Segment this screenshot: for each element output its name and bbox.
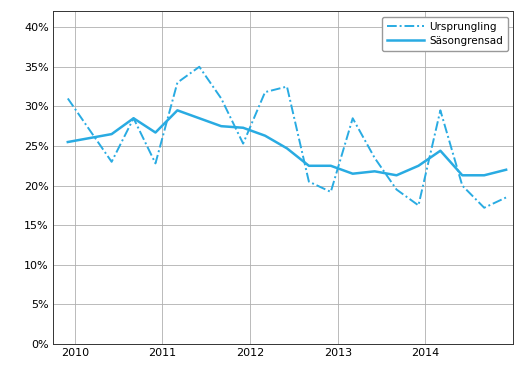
Ursprungling <box>174 81 180 85</box>
Ursprungling <box>481 206 487 210</box>
Säsongrensad <box>481 173 487 178</box>
Säsongrensad <box>415 164 422 168</box>
Ursprungling <box>152 161 159 166</box>
Legend: Ursprungling, Säsongrensad: Ursprungling, Säsongrensad <box>382 17 508 51</box>
Säsongrensad <box>65 140 71 144</box>
Säsongrensad <box>394 173 400 178</box>
Säsongrensad <box>459 173 466 178</box>
Ursprungling <box>350 116 356 121</box>
Ursprungling <box>327 190 334 194</box>
Säsongrensad <box>174 108 180 113</box>
Ursprungling <box>437 108 443 113</box>
Säsongrensad <box>437 149 443 153</box>
Säsongrensad <box>284 146 290 150</box>
Säsongrensad <box>350 172 356 176</box>
Säsongrensad <box>327 164 334 168</box>
Ursprungling <box>130 116 136 121</box>
Ursprungling <box>371 156 378 160</box>
Säsongrensad <box>130 116 136 121</box>
Säsongrensad <box>87 136 93 140</box>
Säsongrensad <box>152 130 159 135</box>
Ursprungling <box>459 183 466 188</box>
Ursprungling <box>218 96 224 101</box>
Line: Säsongrensad: Säsongrensad <box>68 110 506 175</box>
Ursprungling <box>196 65 203 69</box>
Säsongrensad <box>218 124 224 129</box>
Ursprungling <box>65 96 71 101</box>
Ursprungling <box>394 187 400 192</box>
Ursprungling <box>108 160 115 164</box>
Säsongrensad <box>371 169 378 174</box>
Ursprungling <box>262 90 268 94</box>
Ursprungling <box>503 195 509 200</box>
Ursprungling <box>284 84 290 89</box>
Line: Ursprungling: Ursprungling <box>68 67 506 208</box>
Ursprungling <box>415 203 422 208</box>
Säsongrensad <box>240 125 247 130</box>
Säsongrensad <box>503 167 509 172</box>
Säsongrensad <box>306 164 312 168</box>
Ursprungling <box>306 179 312 184</box>
Ursprungling <box>240 141 247 146</box>
Säsongrensad <box>108 132 115 136</box>
Säsongrensad <box>262 133 268 138</box>
Ursprungling <box>87 128 93 132</box>
Säsongrensad <box>196 116 203 121</box>
